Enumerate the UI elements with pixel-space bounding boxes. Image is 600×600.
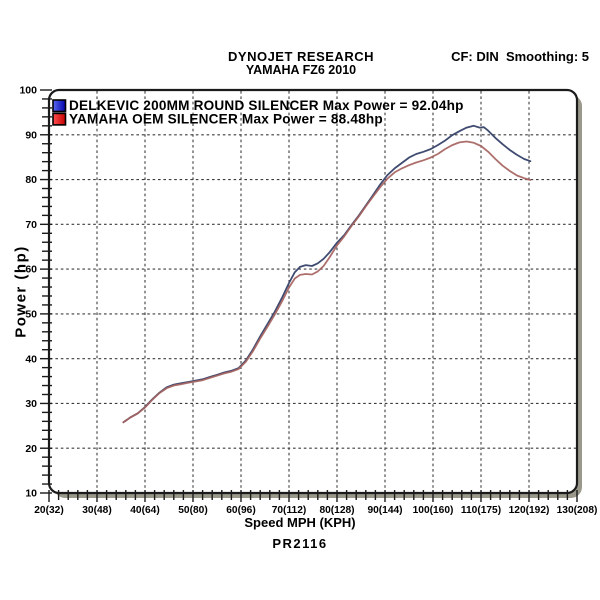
y-tick-label: 90: [25, 129, 37, 141]
y-tick-label: 30: [25, 398, 37, 410]
legend: DELKEVIC 200MM ROUND SILENCER Max Power …: [52, 98, 464, 127]
legend-swatch: [52, 99, 67, 113]
y-tick-label: 60: [25, 264, 37, 276]
chart-subtitle: YAMAHA FZ6 2010: [245, 63, 357, 77]
legend-label: YAMAHA OEM SILENCER Max Power = 88.48hp: [69, 112, 383, 127]
y-tick-label: 80: [25, 174, 37, 186]
plot-frame: [47, 88, 579, 495]
y-tick-label: 50: [25, 308, 37, 320]
y-tick-label: 20: [25, 443, 37, 455]
x-tick-label: 30(48): [82, 505, 111, 516]
x-tick-label: 80(128): [319, 505, 354, 516]
x-tick-label: 120(192): [509, 505, 550, 516]
y-tick-label: 100: [19, 85, 37, 97]
x-tick-label: 70(112): [272, 505, 307, 516]
legend-swatch: [52, 112, 67, 126]
legend-label: DELKEVIC 200MM ROUND SILENCER Max Power …: [69, 98, 464, 113]
y-axis-title: Power (hp): [12, 245, 30, 338]
x-tick-label: 20(32): [34, 505, 63, 516]
chart-title: DYNOJET RESEARCH: [228, 49, 374, 64]
x-tick-label: 90(144): [367, 505, 402, 516]
x-tick-label: 100(160): [413, 505, 454, 516]
power-curve-oem: [122, 140, 532, 424]
x-axis-title: Speed MPH (KPH): [244, 515, 356, 530]
y-tick-label: 70: [25, 219, 37, 231]
grid: [50, 91, 576, 492]
dyno-run-id: PR2116: [272, 536, 328, 551]
y-tick-label: 40: [25, 353, 37, 365]
x-tick-label: 130(208): [557, 505, 598, 516]
x-tick-label: 40(64): [130, 505, 159, 516]
y-tick-label: 10: [25, 488, 37, 500]
correction-smoothing-note: CF: DIN Smoothing: 5: [451, 49, 589, 64]
x-tick-label: 110(175): [461, 505, 501, 516]
x-tick-label: 50(80): [178, 505, 207, 516]
axis-ticks: [40, 89, 578, 502]
x-tick-label: 60(96): [226, 505, 255, 516]
